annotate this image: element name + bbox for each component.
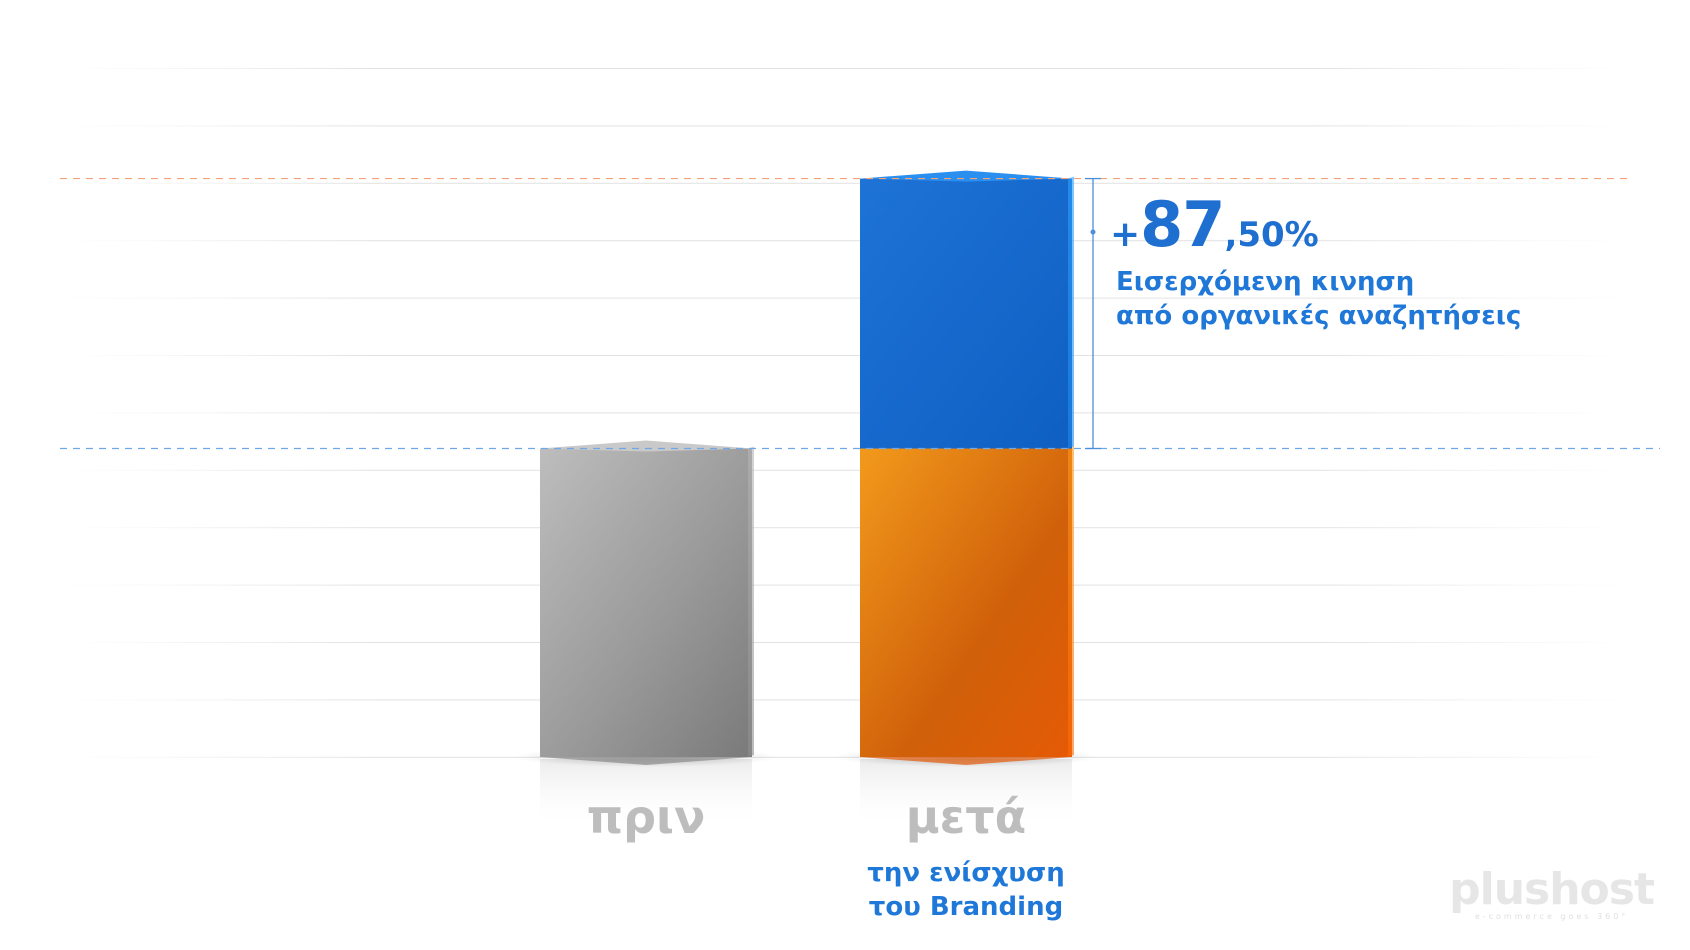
grid-line <box>60 297 1630 299</box>
bar-after-base-edge <box>1068 446 1074 757</box>
percentage-plus-sign: + <box>1110 214 1141 255</box>
grid-line <box>60 412 1630 414</box>
grid-line <box>60 355 1630 356</box>
grid-line <box>60 527 1630 529</box>
grid-line <box>60 182 1630 184</box>
grid-line <box>60 469 1630 471</box>
brand-logo-text: plushost <box>1449 864 1655 915</box>
description-line1: Εισερχόμενη κινηση <box>1116 267 1415 297</box>
bar-before-front <box>540 448 752 757</box>
increase-description: Εισερχόμενη κινηση από οργανικές αναζητή… <box>1116 265 1521 333</box>
category-label-after: μετά <box>905 790 1027 844</box>
brand-logo: plushost e-commerce goes 360° <box>1449 864 1655 922</box>
percentage-integer: 87 <box>1140 188 1225 261</box>
increase-percentage: +87,50% <box>1110 188 1319 261</box>
bar-after-base-front <box>860 448 1072 757</box>
grid-line <box>60 125 1630 127</box>
after-sublabel: την ενίσχυση του Branding <box>836 856 1096 924</box>
after-sublabel-line2: του Branding <box>868 892 1064 922</box>
description-line2: από οργανικές αναζητήσεις <box>1116 301 1522 331</box>
category-label-before: πριν <box>586 790 706 844</box>
grid-line <box>60 699 1630 701</box>
grid-line <box>60 68 1630 69</box>
grid-line <box>60 642 1630 643</box>
bar-after-increase-top <box>860 170 1072 182</box>
bar-after-increase-front <box>860 178 1072 449</box>
bracket-marker <box>1090 229 1096 235</box>
after-sublabel-line1: την ενίσχυση <box>867 858 1065 888</box>
bar-reflection <box>540 759 752 829</box>
grid-line <box>60 240 1630 242</box>
bar-before-edge <box>748 446 754 757</box>
percentage-decimal: ,50% <box>1224 215 1319 255</box>
bar-bottom-bevel <box>860 757 1072 765</box>
bar-after-increase-edge <box>1068 176 1074 449</box>
bar-bottom-bevel <box>540 757 752 765</box>
bar-reflection <box>860 759 1072 829</box>
brand-tagline: e-commerce goes 360° <box>1474 912 1629 921</box>
grid-line <box>60 584 1630 586</box>
